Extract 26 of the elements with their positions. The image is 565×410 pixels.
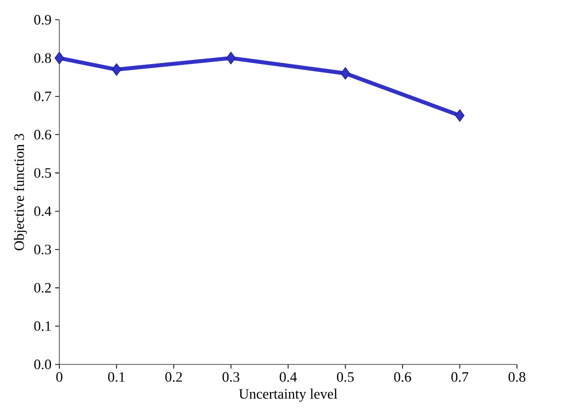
point [226, 52, 236, 65]
y-tick-label: 0.9 [34, 15, 51, 25]
y-tick-label: 0.1 [34, 321, 51, 332]
x-tick-label: 0.5 [336, 372, 354, 382]
x-tick-label: 0.7 [451, 372, 468, 382]
point [112, 63, 122, 76]
x-axis-title: Uncertainty level [239, 388, 338, 402]
x-tick-label: 0.2 [165, 372, 182, 382]
y-tick-label: 0.6 [34, 130, 52, 140]
y-tick-label: 0.3 [34, 244, 52, 255]
x-tick-label: 0 [56, 372, 62, 382]
y-tick-label: 0.7 [34, 92, 52, 102]
y-tick-label: 0.8 [34, 53, 52, 64]
x-tick-label: 0.3 [222, 372, 240, 382]
y-tick-label: 0.4 [34, 206, 52, 216]
x-tick-label: 0.8 [508, 372, 526, 382]
point [454, 109, 465, 122]
x-tick-label: 0.6 [394, 372, 412, 382]
y-tick-label: 0.5 [34, 168, 52, 178]
y-axis-title: Objective function 3 [14, 134, 27, 250]
y-tick-label: 0.0 [34, 360, 52, 370]
point [54, 52, 64, 65]
x-tick-label: 0.1 [108, 372, 125, 382]
point [340, 67, 350, 80]
y-tick-label: 0.2 [34, 283, 51, 293]
x-tick-label: 0.4 [280, 372, 297, 382]
